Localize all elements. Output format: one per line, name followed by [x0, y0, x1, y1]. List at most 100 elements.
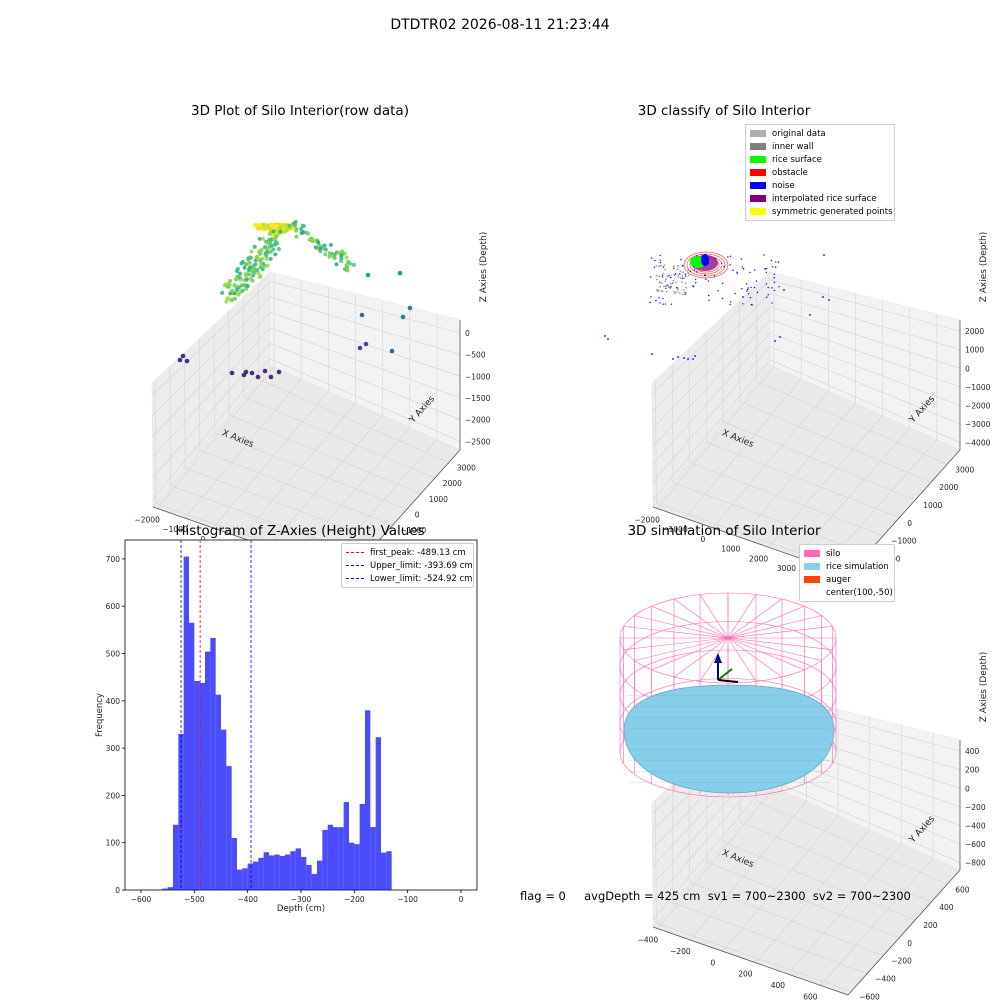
panel4-legend: silo rice simulation auger center(100,-5…: [799, 544, 895, 602]
noise-point: [809, 314, 811, 316]
legend-label: inner wall: [772, 141, 814, 152]
z-tick-label: −2000: [465, 416, 491, 425]
auger-axis-y: [717, 668, 733, 681]
data-point: [272, 236, 277, 241]
grid-line: [820, 857, 934, 986]
data-point: [308, 237, 313, 242]
x-tick-label: 3000: [777, 564, 796, 573]
data-point: [268, 374, 274, 380]
noise-point: [658, 297, 660, 299]
grid-line: [652, 306, 771, 430]
data-point: [258, 262, 263, 267]
legend-item-first-peak: first_peak: -489.13 cm: [346, 546, 469, 559]
grid-line: [184, 352, 186, 468]
noise-point: [669, 287, 671, 289]
original-point: [676, 290, 678, 293]
data-point: [284, 227, 290, 233]
histogram-bar: [189, 622, 195, 890]
noise-point: [672, 358, 674, 360]
histogram-bar: [263, 852, 269, 890]
z-tick-label: −1000: [965, 383, 991, 392]
data-point: [240, 288, 245, 293]
noise-point: [689, 270, 691, 273]
histogram-bar: [253, 861, 259, 890]
noise-point: [654, 259, 656, 262]
legend-swatch: [750, 195, 766, 202]
noise-point: [696, 271, 698, 273]
original-point: [656, 290, 659, 292]
noise-point: [764, 268, 766, 270]
grid-line: [185, 467, 379, 541]
z-tick-label: 1000: [965, 346, 984, 355]
data-point: [235, 266, 240, 271]
noise-point: [682, 265, 684, 267]
legend-item-silo: silo: [804, 547, 890, 560]
y-tick-label: 600: [106, 602, 121, 611]
original-point: [676, 268, 679, 271]
noise-point: [777, 261, 780, 263]
data-point: [225, 282, 230, 287]
legend-swatch: [804, 563, 820, 570]
histogram-bar: [381, 852, 387, 890]
noise-point: [775, 261, 777, 263]
original-point: [658, 265, 660, 268]
original-point: [665, 278, 667, 281]
noise-point: [746, 290, 748, 292]
data-point: [271, 229, 276, 234]
grid-line: [655, 799, 657, 923]
noise-point: [713, 275, 716, 277]
z-tick-label: 0: [965, 784, 970, 793]
data-point: [260, 256, 265, 261]
data-point: [336, 250, 341, 255]
noise-point: [680, 258, 682, 261]
data-point: [249, 249, 254, 254]
grid-line: [151, 281, 271, 396]
x-tick-label: −200: [670, 947, 691, 956]
histogram-bar: [311, 873, 317, 890]
data-point: [275, 241, 280, 246]
x-tick-label: −100: [397, 895, 418, 904]
data-point: [258, 274, 263, 279]
panel3-histogram: −600 −500 −400 −300 −200 −100 0 0 100 200 300 400 50…: [95, 539, 478, 914]
data-point: [246, 257, 251, 262]
noise-point: [753, 269, 756, 271]
grid-line: [268, 415, 383, 548]
data-point: [247, 260, 252, 265]
original-point: [679, 270, 682, 273]
z-tick-label: 0: [965, 364, 970, 373]
grid-line: [652, 779, 771, 921]
noise-point: [670, 303, 672, 305]
noise-point: [723, 265, 725, 268]
silo-spoke: [634, 637, 729, 661]
noise-point: [721, 282, 724, 285]
grid-line: [689, 462, 884, 536]
data-point: [238, 271, 243, 276]
histogram-bar: [279, 855, 285, 890]
legend-swatch: [750, 208, 766, 215]
y-tick-label: 300: [106, 744, 121, 753]
z-tick-label: −600: [965, 840, 986, 849]
obstacle-ring: [686, 253, 726, 277]
legend-item-symmetric: symmetric generated points: [750, 205, 893, 218]
noise-point: [668, 275, 670, 277]
original-point: [685, 286, 688, 289]
grid-line: [652, 346, 771, 483]
legend-line-swatch: [346, 552, 364, 553]
histogram-bar: [338, 827, 344, 890]
noise-point: [767, 286, 769, 289]
noise-point: [659, 281, 661, 284]
histogram-bar: [386, 851, 392, 890]
y-tick-label: −400: [875, 975, 896, 984]
data-point: [256, 270, 261, 275]
noise-point: [655, 299, 657, 302]
data-point: [322, 243, 327, 248]
legend-label: Upper_limit: -393.69 cm: [370, 560, 473, 571]
data-point: [400, 314, 406, 320]
grid-line: [769, 279, 961, 332]
auger-axis-x: [717, 679, 739, 683]
data-point: [255, 256, 260, 261]
legend-label: original data: [772, 128, 826, 139]
data-point: [267, 231, 272, 236]
data-point: [262, 368, 268, 374]
grid-line: [755, 829, 870, 963]
